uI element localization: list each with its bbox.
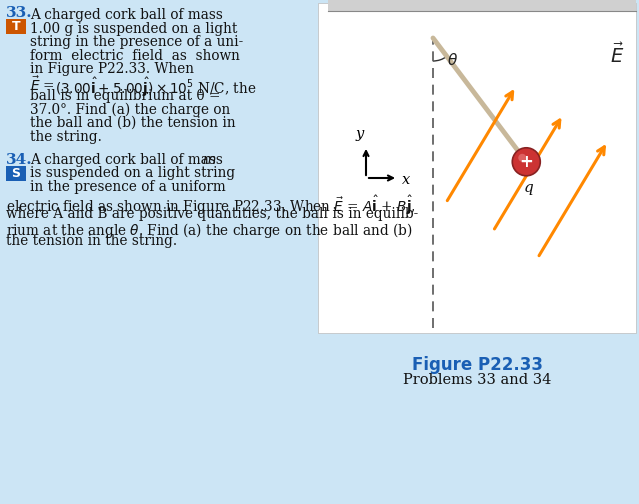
Text: T: T [12, 20, 20, 33]
Text: +: + [520, 153, 533, 171]
Text: $m$: $m$ [202, 153, 217, 167]
Text: 34.: 34. [6, 153, 33, 167]
Text: in the presence of a uniform: in the presence of a uniform [30, 180, 226, 194]
Text: $\theta$: $\theta$ [447, 52, 458, 68]
Bar [328, 0, 636, 11]
Circle shape [512, 148, 541, 176]
Text: S: S [12, 167, 20, 180]
Text: Figure P22.33: Figure P22.33 [412, 356, 543, 374]
Text: the string.: the string. [30, 130, 102, 144]
Text: q: q [523, 181, 533, 195]
Text: where A and B are positive quantities, the ball is in equilib-: where A and B are positive quantities, t… [6, 207, 419, 221]
Text: $(3.00\hat{\mathbf{i}} + 5.00\hat{\mathbf{j}}) \times 10^5$ N/C, the: $(3.00\hat{\mathbf{i}} + 5.00\hat{\mathb… [55, 76, 256, 99]
Text: string in the presence of a uni-: string in the presence of a uni- [30, 35, 243, 49]
Text: 37.0°. Find (a) the charge on: 37.0°. Find (a) the charge on [30, 102, 230, 117]
Text: is suspended on a light string: is suspended on a light string [30, 166, 235, 180]
Text: $\vec{E}$ =: $\vec{E}$ = [30, 76, 55, 94]
Text: y: y [356, 127, 364, 141]
Bar [6, 166, 26, 181]
Text: Problems 33 and 34: Problems 33 and 34 [403, 373, 551, 387]
Text: the ball and (b) the tension in: the ball and (b) the tension in [30, 116, 236, 130]
Text: x: x [402, 173, 410, 187]
Text: 33.: 33. [6, 6, 33, 20]
Text: $\vec{E}$: $\vec{E}$ [610, 43, 624, 67]
Text: A charged cork ball of mass: A charged cork ball of mass [30, 8, 223, 22]
Text: the tension in the string.: the tension in the string. [6, 234, 177, 248]
Text: in Figure P22.33. When: in Figure P22.33. When [30, 62, 194, 76]
Text: ball is in equilibrium at θ =: ball is in equilibrium at θ = [30, 89, 220, 103]
Bar [318, 3, 636, 333]
Text: rium at the angle $\theta$. Find (a) the charge on the ball and (b): rium at the angle $\theta$. Find (a) the… [6, 221, 412, 239]
Text: form  electric  field  as  shown: form electric field as shown [30, 48, 240, 62]
Text: electric field as shown in Figure P22.33. When $\vec{E}$ = $A\hat{\mathbf{i}}$ +: electric field as shown in Figure P22.33… [6, 194, 416, 217]
Text: 1.00 g is suspended on a light: 1.00 g is suspended on a light [30, 22, 237, 35]
Text: A charged cork ball of mass: A charged cork ball of mass [30, 153, 227, 167]
Bar [6, 19, 26, 34]
Circle shape [518, 154, 527, 162]
